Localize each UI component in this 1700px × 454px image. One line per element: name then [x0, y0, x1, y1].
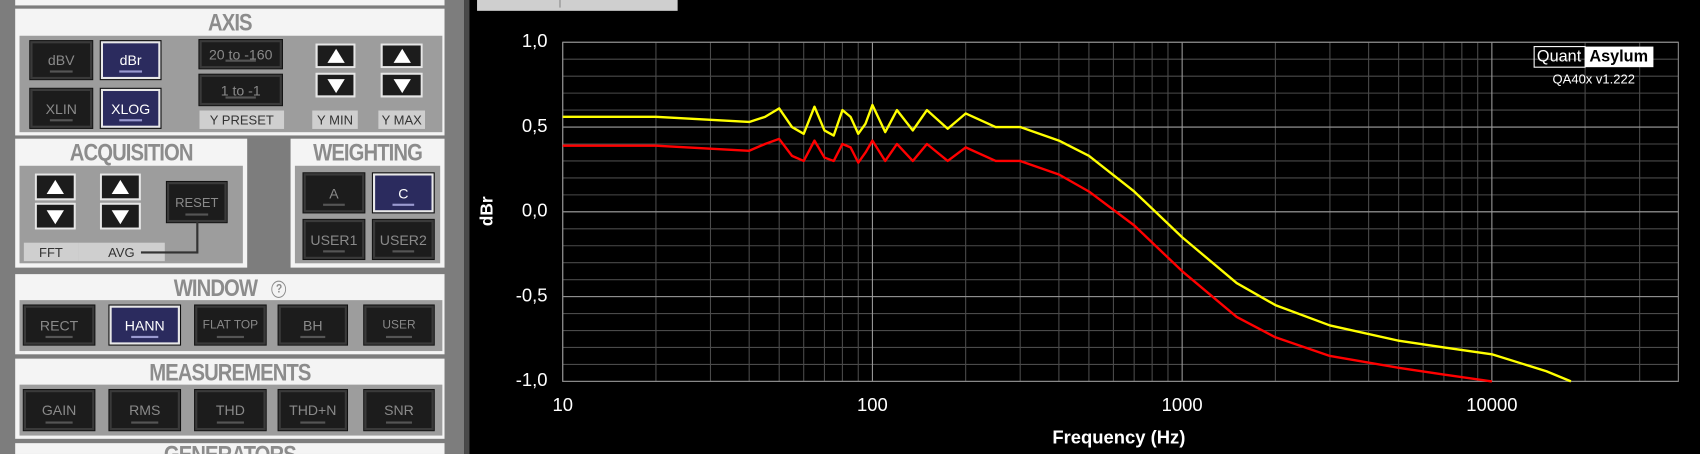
connector	[140, 251, 198, 254]
chart: dBr Frequency (Hz) -1,0 -0,5 0,0 0,5 1,0 10 10…	[476, 30, 1679, 448]
button[interactable]: SNR	[363, 388, 435, 432]
button[interactable]: THD	[194, 388, 267, 432]
section-title: WEIGHTING	[313, 138, 423, 166]
label: Y PRESET	[199, 110, 285, 129]
x-tick-label: 10	[552, 394, 572, 415]
button[interactable]: RMS	[108, 388, 182, 432]
button[interactable]: HANN	[108, 304, 182, 346]
arrow-up[interactable]	[34, 173, 76, 201]
y-tick-label: 0,0	[522, 200, 548, 221]
button[interactable]: C	[371, 172, 435, 214]
arrow-up[interactable]	[380, 43, 423, 69]
x-tick-label: 1000	[1162, 394, 1203, 415]
arrow-up[interactable]	[315, 43, 356, 69]
y-tick-label: 1,0	[522, 30, 548, 51]
label: Y MAX	[378, 110, 426, 129]
button[interactable]: GAIN	[22, 388, 96, 432]
divider	[464, 0, 470, 454]
section-title: WINDOW ?	[47, 274, 412, 302]
arrow-down[interactable]	[99, 202, 141, 230]
logo-text: Quant	[1537, 48, 1582, 66]
button[interactable]: RECT	[22, 304, 96, 346]
button[interactable]: USER1	[302, 218, 366, 261]
section-edge	[15, 0, 445, 6]
button[interactable]: XLOG	[99, 87, 162, 129]
button[interactable]: XLIN	[29, 87, 94, 129]
label: FFT	[23, 242, 79, 262]
logo-box	[1585, 46, 1654, 68]
button[interactable]: dBr	[99, 40, 162, 81]
arrow-down[interactable]	[34, 202, 76, 230]
button[interactable]: BH	[277, 304, 349, 346]
series-line	[562, 103, 1572, 383]
help-icon[interactable]: ?	[271, 280, 287, 299]
button[interactable]: 1 to -1	[198, 73, 283, 107]
y-tick-label: 0,5	[522, 115, 548, 136]
button[interactable]: USER2	[371, 218, 435, 261]
series-line	[562, 137, 1493, 383]
button[interactable]: FLAT TOP	[194, 304, 267, 346]
button[interactable]: dBV	[29, 40, 94, 81]
arrow-up[interactable]	[99, 173, 141, 201]
section-title: AXIS	[208, 8, 253, 36]
button[interactable]: RESET	[165, 180, 228, 224]
arrow-down[interactable]	[315, 72, 356, 98]
control-panel: AXIS dBV dBr XLIN XLOG 20 to -160 1 to -…	[0, 0, 465, 454]
button[interactable]: 20 to -160	[198, 39, 283, 70]
version: QA40x v1.222	[1553, 72, 1635, 87]
title-text: WINDOW	[173, 274, 258, 302]
y-tick-label: -1,0	[516, 369, 548, 390]
generators-section: GENERATORS	[15, 443, 445, 454]
x-axis-label: Frequency (Hz)	[1052, 427, 1185, 448]
arrow-down[interactable]	[380, 72, 423, 98]
section-title: GENERATORS	[47, 443, 412, 454]
y-tick-label: -0,5	[516, 284, 548, 305]
label: Y MIN	[312, 110, 358, 129]
tab[interactable]	[477, 0, 678, 11]
button[interactable]: USER	[363, 304, 435, 346]
logo-text: Asylum	[1589, 48, 1648, 66]
button[interactable]: A	[302, 172, 366, 214]
label: AVG	[78, 242, 165, 262]
connector	[196, 222, 199, 254]
button[interactable]: THD+N	[277, 388, 349, 432]
y-axis-label: dBr	[476, 196, 496, 226]
x-tick-label: 100	[857, 394, 888, 415]
section-title: MEASUREMENTS	[149, 358, 311, 386]
plot-frame	[562, 41, 1679, 382]
x-tick-label: 10000	[1466, 394, 1517, 415]
section-title: ACQUISITION	[69, 138, 194, 166]
